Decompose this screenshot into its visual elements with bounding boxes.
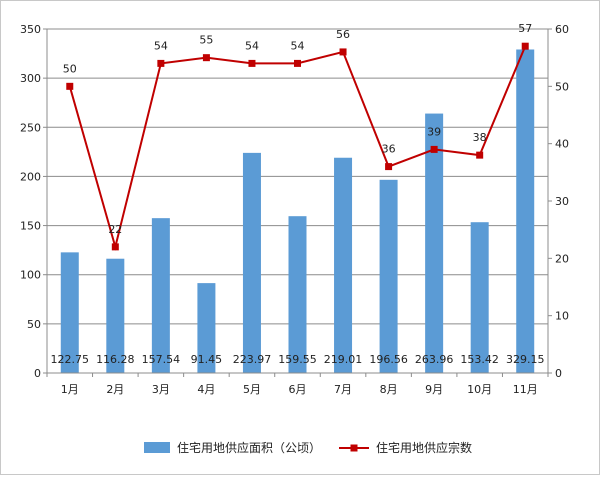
bar [242, 152, 261, 373]
line-data-label: 54 [154, 39, 168, 52]
x-tick-label: 6月 [289, 383, 307, 396]
line-data-labels: 50 22 54 55 54 54 56 36 39 38 57 [63, 22, 532, 236]
line-marker [339, 48, 347, 56]
right-tick-label: 60 [555, 23, 569, 36]
bar [197, 283, 216, 373]
x-tick-label: 11月 [513, 383, 538, 396]
bar [379, 179, 398, 373]
line-marker [521, 42, 529, 50]
legend-bar-label: 住宅用地供应面积（公顷） [177, 440, 321, 455]
legend-line-marker [350, 444, 358, 452]
line-marker [430, 145, 438, 153]
x-tick-label: 5月 [243, 383, 261, 396]
line-data-label: 55 [199, 34, 213, 47]
line-data-label: 50 [63, 62, 77, 75]
x-tick-label: 10月 [467, 383, 492, 396]
line-marker [385, 163, 393, 171]
bar-series [60, 49, 535, 373]
bar-data-label: 196.56 [369, 353, 408, 366]
right-tick-label: 10 [555, 310, 569, 323]
x-tick-label: 3月 [152, 383, 170, 396]
right-tick-label: 30 [555, 195, 569, 208]
legend-bar-swatch [144, 442, 170, 453]
x-tick-label: 4月 [197, 383, 215, 396]
bar-data-label: 157.54 [142, 353, 181, 366]
left-tick-label: 250 [20, 121, 41, 134]
bar [516, 49, 535, 373]
bar [334, 157, 353, 373]
left-tick-label: 50 [27, 318, 41, 331]
line-data-label: 56 [336, 28, 350, 41]
bar-data-label: 91.45 [191, 353, 223, 366]
line-series [66, 42, 529, 251]
line-marker [111, 243, 119, 251]
x-tick-label: 2月 [106, 383, 124, 396]
bar-data-label: 122.75 [51, 353, 90, 366]
line-data-label: 57 [518, 22, 532, 35]
right-tick-label: 40 [555, 138, 569, 151]
bar [470, 222, 489, 373]
bar-data-label: 159.55 [278, 353, 317, 366]
line-marker [476, 151, 484, 159]
line-marker [157, 59, 165, 67]
right-tick-label: 50 [555, 80, 569, 93]
bar-data-label: 219.01 [324, 353, 363, 366]
bar-data-label: 263.96 [415, 353, 454, 366]
x-tick-label: 1月 [61, 383, 79, 396]
legend: 住宅用地供应面积（公顷） 住宅用地供应宗数 [144, 440, 472, 455]
line-data-label: 54 [291, 39, 305, 52]
right-tick-label: 0 [555, 367, 562, 380]
bar-data-label: 329.15 [506, 353, 545, 366]
left-tick-label: 100 [20, 269, 41, 282]
line-data-label: 39 [427, 125, 441, 138]
x-tick-label: 9月 [425, 383, 443, 396]
line-marker [294, 59, 301, 67]
bar-data-label: 223.97 [233, 353, 272, 366]
bar-data-labels: 122.75 116.28 157.54 91.45 223.97 159.55 219.0… [51, 353, 545, 366]
left-tick-label: 200 [20, 170, 41, 183]
left-tick-label: 150 [20, 220, 41, 233]
bar [106, 258, 125, 373]
line-marker [66, 82, 74, 90]
axes: 0 50 100 150 200 250 300 350 0 10 20 30 40 50 60 1月 2月 3月… [20, 23, 569, 396]
bar [151, 218, 170, 373]
bar [288, 216, 307, 373]
line-data-label: 36 [382, 143, 396, 156]
line-data-label: 22 [108, 223, 122, 236]
bar [425, 113, 444, 373]
left-tick-label: 0 [34, 367, 41, 380]
bar [60, 252, 79, 373]
x-tick-label: 8月 [380, 383, 398, 396]
bar-data-label: 153.42 [460, 353, 499, 366]
legend-line-label: 住宅用地供应宗数 [376, 440, 472, 455]
line-data-label: 54 [245, 39, 259, 52]
line-marker [248, 59, 256, 67]
left-tick-label: 350 [20, 23, 41, 36]
line-data-label: 38 [473, 131, 487, 144]
right-tick-label: 20 [555, 252, 569, 265]
left-tick-label: 300 [20, 72, 41, 85]
bar-data-label: 116.28 [96, 353, 135, 366]
line-marker [202, 54, 210, 62]
x-tick-label: 7月 [334, 383, 352, 396]
